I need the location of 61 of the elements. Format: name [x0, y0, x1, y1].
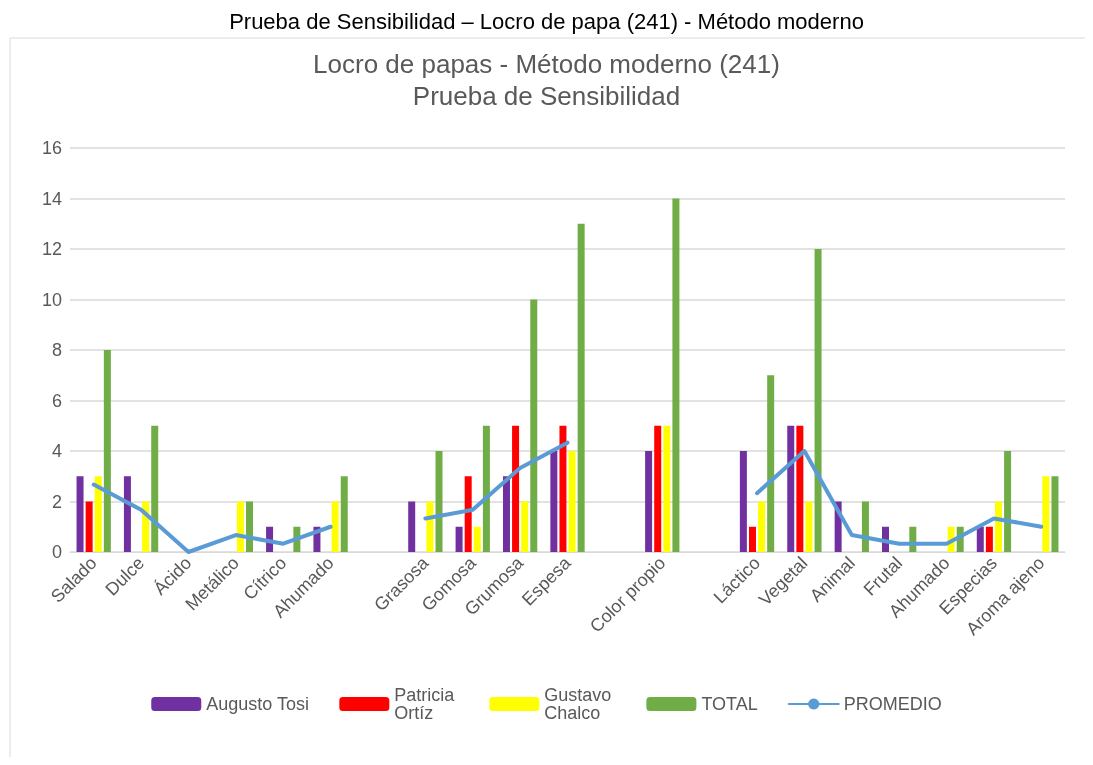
bar — [85, 501, 93, 552]
y-tick-label: 12 — [41, 239, 62, 259]
bar — [568, 451, 576, 552]
bar — [464, 476, 472, 552]
y-tick-label: 4 — [51, 441, 62, 461]
bar — [1051, 476, 1059, 552]
bar — [1042, 476, 1050, 552]
bar — [861, 501, 869, 552]
y-tick-label: 2 — [51, 491, 62, 512]
bar — [550, 451, 558, 552]
bar — [94, 476, 102, 552]
bar — [645, 451, 653, 552]
bar — [787, 425, 795, 552]
chart-title: Locro de papas - Método moderno (241) — [313, 49, 780, 79]
bar — [994, 501, 1002, 552]
legend-label: TOTAL — [701, 694, 758, 714]
bar — [123, 476, 131, 552]
bar — [663, 425, 671, 552]
y-tick-label: 6 — [51, 390, 62, 411]
bar — [236, 501, 244, 552]
bar — [521, 501, 529, 552]
bar — [151, 425, 159, 552]
bar — [408, 501, 416, 552]
y-tick-label: 14 — [41, 188, 62, 209]
bar — [767, 375, 775, 552]
legend-label: Gustavo Chalco — [544, 685, 617, 723]
bar — [103, 350, 111, 552]
bar — [976, 526, 984, 552]
bar — [814, 249, 822, 552]
bar — [758, 501, 766, 552]
bar — [654, 425, 662, 552]
bar — [672, 198, 680, 552]
bar — [796, 425, 804, 552]
legend-label: Patricia Ortíz — [394, 685, 460, 723]
y-tick-label: 10 — [41, 289, 62, 310]
bar — [455, 526, 463, 552]
legend-label: Augusto Tosi — [206, 694, 310, 714]
y-tick-label: 8 — [51, 340, 62, 360]
bar — [805, 501, 813, 552]
bar — [482, 425, 490, 552]
text: Prueba de Sensibilidad – Locro de papa (241) - Método moderno — [229, 8, 864, 34]
bar — [502, 476, 510, 552]
y-tick-label: 16 — [41, 138, 62, 158]
bar — [331, 501, 339, 552]
bar — [426, 501, 434, 552]
chart-subtitle: Prueba de Sensibilidad — [412, 81, 681, 111]
y-tick-label: 0 — [51, 542, 62, 562]
bar — [530, 299, 538, 552]
bar — [559, 425, 567, 552]
bar — [577, 223, 585, 552]
bar — [512, 425, 520, 552]
legend-label: PROMEDIO — [843, 694, 942, 714]
bar — [435, 451, 443, 552]
bar — [748, 526, 756, 552]
bar — [76, 476, 84, 552]
bar — [1004, 451, 1012, 552]
bar — [985, 526, 993, 552]
bar — [739, 451, 747, 552]
bar — [473, 526, 481, 552]
bar — [245, 501, 253, 552]
bar — [340, 476, 348, 552]
